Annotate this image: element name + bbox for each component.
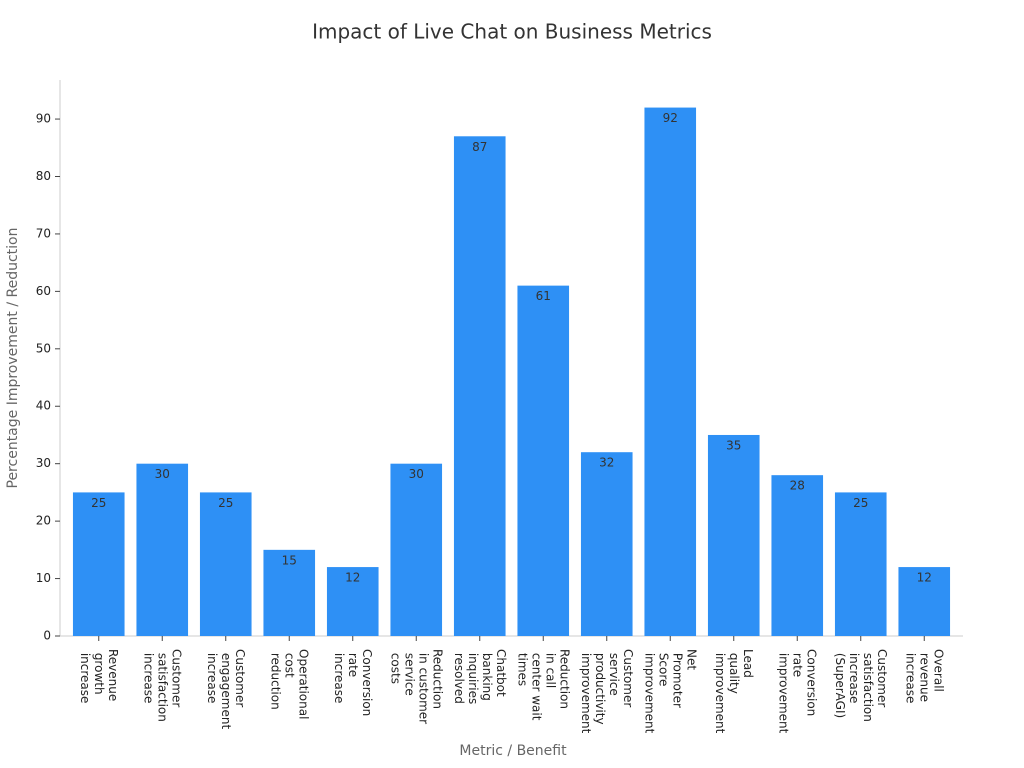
value-label: 12 — [917, 571, 932, 585]
value-label: 61 — [536, 289, 551, 303]
bar — [326, 567, 379, 636]
bar — [453, 136, 506, 637]
bar — [644, 107, 697, 636]
value-label: 28 — [790, 479, 805, 493]
x-tick-label: Operational cost reduction — [269, 649, 311, 719]
x-tick-label: Conversion rate increase — [332, 649, 374, 716]
value-label: 30 — [155, 467, 170, 481]
value-label: 87 — [472, 140, 487, 154]
y-tick-label: 30 — [36, 456, 51, 470]
bar — [707, 434, 760, 636]
value-label: 92 — [663, 111, 678, 125]
x-tick-label: Customer service productivity improvemen… — [579, 649, 635, 734]
y-tick-label: 10 — [36, 571, 51, 585]
y-tick-label: 90 — [36, 112, 51, 126]
x-tick-label: Overall revenue increase — [904, 649, 946, 703]
y-tick-label: 0 — [43, 629, 51, 643]
y-tick-label: 40 — [36, 399, 51, 413]
x-tick-label: Reduction in call center wait times — [516, 649, 572, 721]
x-axis-label: Metric / Benefit — [459, 743, 567, 759]
x-tick-label: Net Promoter Score improvement — [643, 649, 699, 734]
x-tick-label: Conversion rate improvement — [777, 649, 819, 734]
y-tick-label: 50 — [36, 341, 51, 355]
bar — [580, 452, 633, 636]
x-tick-label: Lead quality improvement — [713, 649, 755, 734]
y-tick-label: 80 — [36, 169, 51, 183]
x-tick-label: Revenue growth increase — [78, 649, 120, 703]
value-label: 15 — [282, 553, 297, 567]
value-label: 12 — [345, 571, 360, 585]
value-label: 25 — [218, 496, 233, 510]
x-tick-label: Customer satisfaction increase — [142, 649, 184, 722]
y-axis-label: Percentage Improvement / Reduction — [5, 228, 21, 489]
bar — [263, 549, 316, 636]
y-tick-label: 60 — [36, 284, 51, 298]
value-label: 30 — [409, 467, 424, 481]
x-tick-label: Customer satisfaction increase (SuperAGI… — [833, 649, 889, 722]
bar — [898, 567, 951, 636]
value-label: 35 — [726, 438, 741, 452]
chart-title: Impact of Live Chat on Business Metrics — [312, 20, 712, 44]
y-tick-label: 20 — [36, 514, 51, 528]
bar — [517, 285, 570, 636]
bar — [771, 475, 824, 636]
x-tick-label: Chatbot banking inquiries resolved — [452, 649, 508, 704]
x-tick-label: Reduction in customer service costs — [389, 649, 445, 724]
x-tick-label: Customer engagement increase — [205, 649, 247, 729]
value-label: 32 — [599, 456, 614, 470]
bar — [136, 463, 189, 636]
bar — [72, 492, 125, 636]
y-tick-label: 70 — [36, 226, 51, 240]
value-label: 25 — [91, 496, 106, 510]
bar — [390, 463, 443, 636]
bar — [199, 492, 252, 636]
value-label: 25 — [853, 496, 868, 510]
bar — [834, 492, 887, 636]
